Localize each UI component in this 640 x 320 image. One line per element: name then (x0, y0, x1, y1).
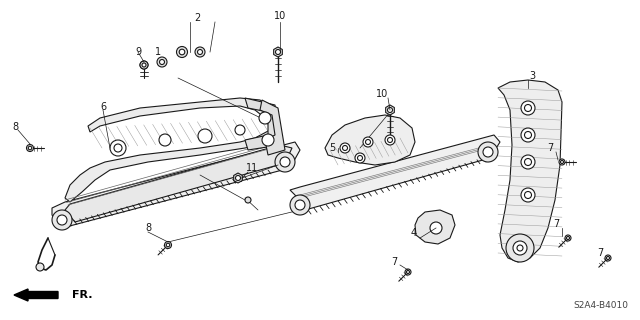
Text: 9: 9 (135, 47, 141, 57)
Circle shape (566, 236, 570, 239)
Polygon shape (234, 173, 243, 183)
Text: 4: 4 (411, 228, 417, 238)
Circle shape (521, 188, 535, 202)
Circle shape (28, 146, 32, 150)
Circle shape (521, 128, 535, 142)
Circle shape (259, 112, 271, 124)
FancyArrow shape (14, 289, 58, 301)
Text: 1: 1 (155, 47, 161, 57)
Circle shape (26, 145, 33, 151)
Circle shape (179, 49, 185, 55)
Circle shape (385, 135, 395, 145)
Circle shape (513, 241, 527, 255)
Circle shape (275, 50, 280, 54)
Circle shape (52, 210, 72, 230)
Circle shape (140, 61, 148, 69)
Circle shape (365, 140, 371, 145)
Circle shape (195, 47, 205, 57)
Polygon shape (52, 142, 300, 228)
Circle shape (57, 215, 67, 225)
Circle shape (525, 191, 531, 198)
Text: 5: 5 (329, 143, 335, 153)
Circle shape (405, 269, 411, 275)
Circle shape (430, 222, 442, 234)
Text: 10: 10 (274, 11, 286, 21)
Circle shape (478, 142, 498, 162)
Polygon shape (65, 98, 275, 202)
Circle shape (140, 61, 148, 69)
Circle shape (236, 175, 241, 180)
Circle shape (521, 155, 535, 169)
Circle shape (159, 60, 164, 65)
Polygon shape (415, 210, 455, 244)
Text: FR.: FR. (72, 290, 93, 300)
Circle shape (387, 108, 392, 113)
Circle shape (561, 161, 563, 164)
Text: 11: 11 (246, 163, 258, 173)
Text: 8: 8 (145, 223, 151, 233)
Text: 7: 7 (553, 219, 559, 229)
Text: 3: 3 (529, 71, 535, 81)
Circle shape (506, 234, 534, 262)
Text: S2A4-B4010: S2A4-B4010 (573, 301, 628, 310)
Circle shape (198, 129, 212, 143)
Circle shape (245, 197, 251, 203)
Circle shape (177, 46, 188, 58)
Circle shape (295, 200, 305, 210)
Circle shape (565, 235, 571, 241)
Circle shape (342, 146, 348, 150)
Circle shape (275, 152, 295, 172)
Polygon shape (290, 135, 500, 210)
Circle shape (36, 263, 44, 271)
Circle shape (280, 157, 290, 167)
Circle shape (521, 101, 535, 115)
Polygon shape (65, 145, 292, 222)
Circle shape (340, 143, 350, 153)
Circle shape (483, 147, 493, 157)
Text: 7: 7 (597, 248, 603, 258)
Text: 7: 7 (547, 143, 553, 153)
Circle shape (159, 134, 171, 146)
Polygon shape (325, 115, 415, 165)
Circle shape (387, 138, 392, 142)
Circle shape (559, 159, 565, 165)
Polygon shape (245, 98, 280, 150)
Text: 10: 10 (376, 89, 388, 99)
Circle shape (235, 125, 245, 135)
Circle shape (142, 63, 146, 67)
Circle shape (164, 242, 172, 249)
Text: 6: 6 (100, 102, 106, 112)
Circle shape (290, 195, 310, 215)
Circle shape (525, 105, 531, 111)
Circle shape (406, 270, 410, 274)
Circle shape (110, 140, 126, 156)
Circle shape (198, 50, 202, 54)
Circle shape (517, 245, 523, 251)
Circle shape (166, 243, 170, 247)
Polygon shape (274, 47, 282, 57)
Text: 8: 8 (12, 122, 18, 132)
Circle shape (262, 134, 274, 146)
Circle shape (525, 158, 531, 165)
Circle shape (363, 137, 373, 147)
Polygon shape (386, 105, 394, 115)
Text: 7: 7 (391, 257, 397, 267)
Text: 2: 2 (194, 13, 200, 23)
Polygon shape (260, 100, 285, 155)
Circle shape (355, 153, 365, 163)
Circle shape (525, 132, 531, 139)
Circle shape (114, 144, 122, 152)
Circle shape (358, 156, 362, 161)
Circle shape (157, 57, 167, 67)
Circle shape (605, 255, 611, 261)
Circle shape (607, 257, 609, 260)
Polygon shape (498, 80, 562, 262)
